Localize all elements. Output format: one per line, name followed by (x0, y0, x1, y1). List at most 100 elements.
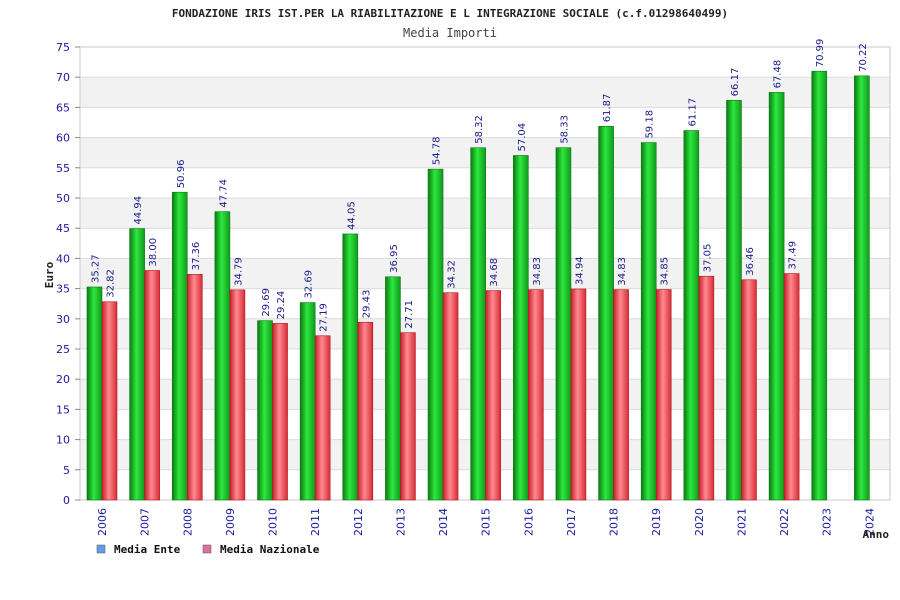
x-tick-label: 2020 (693, 508, 706, 536)
bar-media-ente (470, 147, 486, 501)
bar-media-ente (299, 302, 316, 501)
x-tick-label: 2006 (96, 508, 109, 536)
data-label: 27.19 (319, 303, 330, 332)
bar-media-ente (726, 100, 742, 501)
bar-media-ente (171, 191, 188, 501)
chart-subtitle: Media Importi (403, 26, 497, 40)
data-label: 34.32 (447, 260, 458, 289)
bar-labels: 35.27 32.82 44.94 38.00 50.96 37.36 47.74 34.79… (91, 39, 869, 332)
x-axis-label: Anno (863, 528, 890, 541)
data-label: 36.95 (389, 244, 400, 273)
x-tick-label: 2016 (522, 508, 535, 536)
bar-media-nazionale (741, 279, 757, 501)
x-tick-label: 2017 (565, 508, 578, 536)
data-label: 34.83 (532, 257, 543, 286)
data-label: 34.83 (617, 257, 628, 286)
x-tick-label: 2018 (608, 508, 621, 536)
bar-media-ente (385, 276, 401, 501)
data-label: 58.32 (474, 115, 485, 144)
bar-media-nazionale (783, 273, 800, 501)
data-label: 34.85 (660, 257, 671, 286)
bar-media-nazionale (442, 292, 459, 501)
y-tick-label: 30 (56, 313, 70, 326)
data-label: 34.94 (574, 256, 585, 285)
data-label: 70.22 (858, 43, 869, 72)
y-tick-label: 55 (56, 162, 70, 175)
bar-media-nazionale (570, 288, 587, 501)
y-tick-label: 0 (63, 494, 70, 507)
x-axis: 2006 2007 2008 2009 2010 2011 2012 2013 2014 2015… (96, 508, 876, 536)
data-label: 50.96 (176, 160, 187, 189)
bar-media-ente (214, 211, 231, 501)
data-label: 47.74 (218, 179, 229, 208)
bar-media-nazionale (357, 321, 374, 501)
x-tick-label: 2009 (224, 508, 237, 536)
bar-media-nazionale (144, 270, 160, 501)
data-label: 32.69 (304, 270, 315, 299)
y-axis-label: Euro (43, 261, 56, 288)
bars (86, 70, 870, 501)
y-tick-label: 60 (56, 132, 70, 145)
bar-media-nazionale (101, 301, 118, 501)
data-label: 37.36 (191, 242, 202, 271)
bar-media-ente (555, 147, 572, 501)
grid-band (80, 47, 890, 78)
bar-media-ente (854, 75, 870, 501)
data-label: 61.17 (687, 98, 698, 127)
legend: Media Ente Media Nazionale (96, 543, 320, 556)
y-tick-label: 75 (56, 41, 70, 54)
bar-media-ente (513, 155, 529, 501)
bar-media-ente (598, 126, 614, 501)
y-tick-label: 10 (56, 434, 70, 447)
bar-media-nazionale (485, 290, 501, 501)
data-label: 34.79 (233, 257, 244, 286)
y-tick-label: 40 (56, 252, 70, 265)
x-tick-label: 2024 (863, 508, 876, 536)
y-tick-label: 65 (56, 101, 70, 114)
bar-media-nazionale (314, 335, 331, 501)
bar-media-nazionale (528, 289, 544, 501)
bar-media-ente (811, 70, 828, 501)
data-label: 27.71 (404, 300, 415, 329)
y-tick-label: 20 (56, 373, 70, 386)
bar-media-ente (427, 168, 444, 501)
bar-media-nazionale (613, 289, 629, 501)
data-label: 32.82 (106, 269, 117, 298)
bar-media-nazionale (272, 323, 288, 501)
x-tick-label: 2021 (735, 508, 748, 536)
y-tick-label: 70 (56, 71, 70, 84)
bar-media-ente (342, 233, 359, 501)
x-tick-label: 2012 (352, 508, 365, 536)
data-label: 35.27 (91, 254, 102, 283)
y-tick-label: 5 (63, 464, 70, 477)
data-label: 54.78 (432, 136, 443, 165)
legend-swatch-media-ente (96, 544, 106, 554)
bar-media-nazionale (186, 274, 203, 501)
data-label: 59.18 (645, 110, 656, 139)
data-label: 70.99 (815, 39, 826, 68)
bar-media-ente (86, 286, 103, 501)
bar-media-ente (129, 228, 145, 501)
grid-band (80, 77, 890, 108)
x-tick-label: 2007 (139, 508, 152, 536)
x-tick-label: 2022 (778, 508, 791, 536)
x-tick-label: 2008 (181, 508, 194, 536)
x-tick-label: 2011 (309, 508, 322, 536)
x-tick-label: 2014 (437, 508, 450, 536)
data-label: 66.17 (730, 68, 741, 97)
data-label: 29.43 (361, 290, 372, 319)
data-label: 37.49 (788, 241, 799, 270)
bar-media-nazionale (229, 289, 246, 501)
data-label: 29.24 (276, 291, 287, 320)
data-label: 57.04 (517, 123, 528, 152)
bar-media-ente (257, 320, 273, 501)
y-axis: 0 5 10 15 20 25 30 35 40 45 50 55 60 65 70 75 (56, 41, 80, 507)
data-label: 67.48 (773, 60, 784, 89)
data-label: 34.68 (489, 258, 500, 287)
x-tick-label: 2015 (480, 508, 493, 536)
legend-label-media-ente: Media Ente (114, 543, 181, 556)
y-tick-label: 50 (56, 192, 70, 205)
grid-band (80, 107, 890, 138)
legend-label-media-nazionale: Media Nazionale (220, 543, 320, 556)
y-tick-label: 35 (56, 283, 70, 296)
